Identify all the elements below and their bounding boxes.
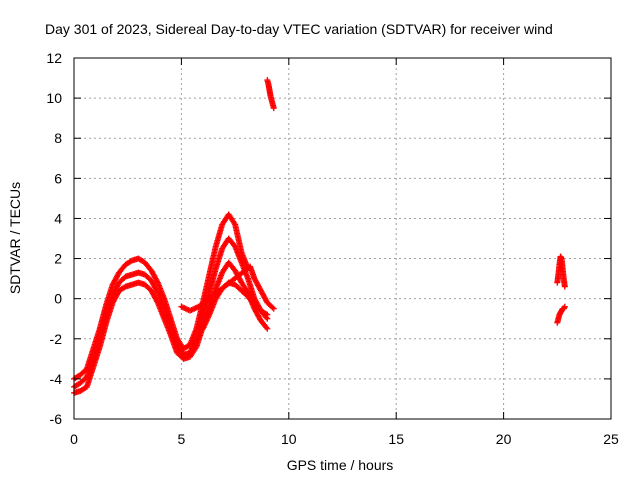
y-tick-label: 4 [54,210,62,226]
y-tick-label: -4 [50,371,63,387]
data-point [263,324,270,331]
y-tick-labels: -6 -4 -2 0 2 4 6 8 10 12 [46,50,62,427]
data-point [154,298,161,305]
data-point [263,310,270,317]
x-tick-label: 5 [178,431,186,447]
x-tick-label: 15 [388,431,404,447]
data-point [264,311,271,318]
x-tick-labels: 0 5 10 15 20 25 [70,431,619,447]
x-tick-label: 25 [603,431,619,447]
y-tick-label: 8 [54,130,62,146]
data-point [154,278,161,285]
x-tick-label: 10 [281,431,297,447]
x-tick-label: 0 [70,431,78,447]
y-tick-label: 10 [46,90,62,106]
data-point [561,303,568,310]
y-tick-label: 2 [54,251,62,267]
axis-ticks [73,57,612,420]
x-axis-label: GPS time / hours [287,457,394,473]
data-point [154,288,161,295]
x-tick-label: 20 [496,431,512,447]
data-points [71,77,568,396]
y-tick-label: 0 [54,291,62,307]
y-axis-label: SDTVAR / TECUs [7,182,23,294]
data-point [270,305,277,312]
data-point [269,304,276,311]
y-tick-label: 12 [46,50,62,66]
plot-frame [73,57,612,420]
y-tick-label: -2 [50,331,63,347]
grid-lines [74,58,611,419]
data-point [270,105,277,112]
chart-title: Day 301 of 2023, Sidereal Day-to-day VTE… [45,21,553,37]
data-point [561,283,568,290]
y-tick-label: -6 [50,411,63,427]
y-tick-label: 6 [54,170,62,186]
data-point [264,325,271,332]
